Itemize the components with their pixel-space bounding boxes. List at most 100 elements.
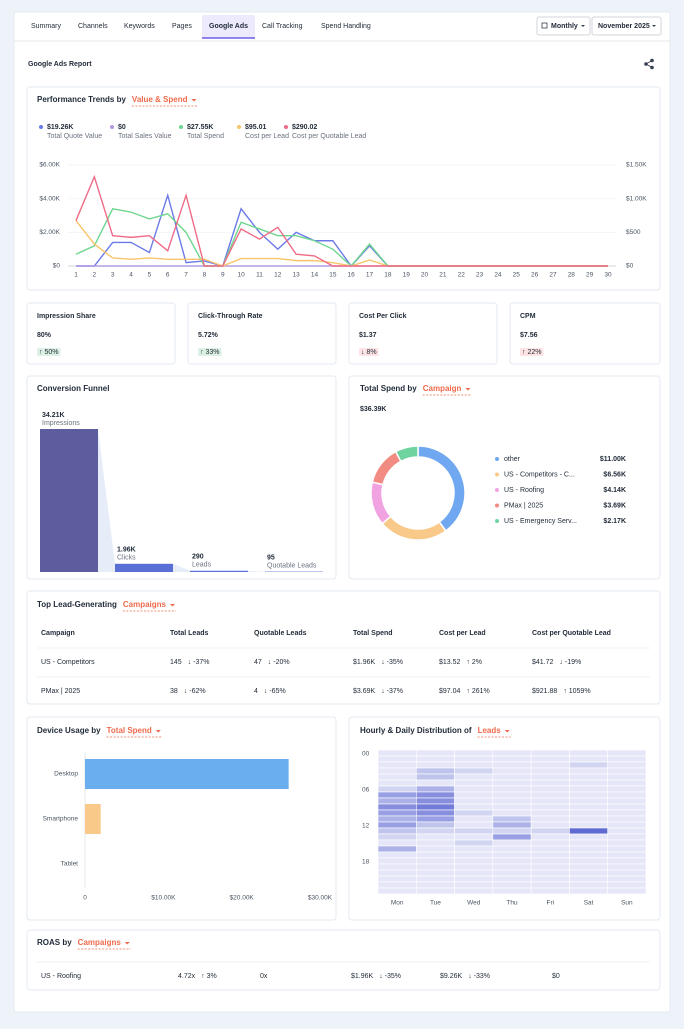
heat-cell	[493, 816, 531, 822]
period-value[interactable]: Monthly	[551, 23, 578, 30]
heat-cell	[493, 888, 531, 894]
x-tick-label: 9	[221, 272, 225, 279]
y-tick-label: $6.00K	[39, 162, 60, 169]
funnel-label: Impressions	[42, 420, 80, 427]
heat-cell	[455, 870, 493, 876]
card	[27, 930, 660, 990]
heat-cell	[493, 864, 531, 870]
heat-cell	[531, 756, 569, 762]
heat-cell	[455, 822, 493, 828]
y2-tick-label: $1.00K	[626, 195, 647, 202]
section-title: Conversion Funnel	[37, 384, 109, 393]
heat-cell	[569, 786, 607, 792]
heat-cell	[455, 834, 493, 840]
legend-name: US - Emergency Serv...	[504, 518, 577, 525]
filter-dropdown[interactable]: Value & Spend	[132, 95, 188, 104]
table-change: ↓ -19%	[559, 659, 581, 666]
filter-dropdown[interactable]: Campaigns	[78, 938, 122, 947]
nav-tab[interactable]: Call Tracking	[262, 23, 303, 30]
heat-cell	[493, 858, 531, 864]
heat-cell	[608, 762, 646, 768]
category-label: Tablet	[61, 861, 79, 868]
table-change: ↓ -35%	[379, 973, 401, 980]
funnel-bar	[115, 564, 173, 572]
legend-dot	[495, 457, 499, 461]
heat-cell	[493, 840, 531, 846]
heat-cell	[378, 888, 416, 894]
y-tick-label: $2.00K	[39, 229, 60, 236]
heat-cell	[416, 840, 454, 846]
nav-tab[interactable]: Pages	[172, 23, 192, 30]
heat-cell	[608, 810, 646, 816]
funnel-value: 95	[267, 554, 275, 561]
table-change: ↓ -62%	[184, 688, 206, 695]
heat-cell	[416, 834, 454, 840]
x-tick-label: Thu	[506, 900, 518, 907]
x-tick-label: 4	[129, 272, 133, 279]
total-value: $36.39K	[360, 406, 386, 413]
table-cell: $3.69K	[353, 688, 376, 695]
heat-cell	[416, 750, 454, 756]
heat-cell	[455, 750, 493, 756]
heat-cell	[569, 816, 607, 822]
heat-cell	[531, 822, 569, 828]
x-tick-label: 24	[494, 272, 502, 279]
legend-total: $27.55K	[187, 124, 213, 131]
heat-cell	[455, 876, 493, 882]
heat-cell	[378, 846, 416, 852]
y-tick-label: 12	[362, 823, 370, 830]
month-value[interactable]: November 2025	[598, 23, 650, 30]
heat-cell	[416, 822, 454, 828]
heat-cell	[608, 816, 646, 822]
heat-cell	[569, 888, 607, 894]
heat-cell	[416, 774, 454, 780]
heat-cell	[455, 804, 493, 810]
table-change: ↓ -33%	[468, 973, 490, 980]
x-tick-label: Tue	[430, 900, 441, 907]
heat-cell	[569, 774, 607, 780]
nav-tab[interactable]: Keywords	[124, 23, 155, 30]
heat-cell	[455, 762, 493, 768]
legend-name: Total Spend	[187, 133, 224, 140]
heat-cell	[378, 774, 416, 780]
legend-value: $11.00K	[600, 456, 626, 463]
legend-value: $3.69K	[603, 502, 626, 509]
nav-tab[interactable]: Google Ads	[209, 23, 248, 30]
heat-cell	[531, 846, 569, 852]
kpi-value: $7.56	[520, 332, 538, 339]
table-change: ↑ 1059%	[563, 688, 590, 695]
table-cell: $921.88	[532, 688, 557, 695]
section-title: Performance Trends by	[37, 95, 126, 104]
section-title: Total Spend by	[360, 384, 417, 393]
x-tick-label: 10	[237, 272, 245, 279]
heat-cell	[378, 798, 416, 804]
heat-cell	[608, 822, 646, 828]
nav-tab[interactable]: Summary	[31, 23, 61, 30]
heat-cell	[416, 786, 454, 792]
filter-dropdown[interactable]: Total Spend	[107, 726, 152, 735]
heat-cell	[569, 792, 607, 798]
heat-cell	[416, 846, 454, 852]
heat-cell	[378, 828, 416, 834]
heat-cell	[493, 810, 531, 816]
legend-dot	[495, 488, 499, 492]
heat-cell	[455, 756, 493, 762]
heat-cell	[531, 876, 569, 882]
filter-dropdown[interactable]: Campaigns	[123, 600, 167, 609]
legend-dot	[284, 125, 288, 129]
heat-cell	[531, 774, 569, 780]
funnel-bar	[190, 571, 248, 572]
nav-tab[interactable]: Channels	[78, 23, 108, 30]
kpi-change: ↑ 33%	[200, 349, 219, 356]
nav-tab[interactable]: Spend Handling	[321, 23, 371, 30]
filter-dropdown[interactable]: Campaign	[423, 384, 462, 393]
heat-cell	[569, 828, 607, 834]
heat-cell	[493, 834, 531, 840]
table-change: ↓ -37%	[188, 659, 210, 666]
heat-cell	[455, 852, 493, 858]
heat-cell	[455, 810, 493, 816]
category-label: Desktop	[54, 771, 78, 778]
table-cell: $9.26K	[440, 973, 463, 980]
heat-cell	[493, 798, 531, 804]
filter-dropdown[interactable]: Leads	[478, 726, 502, 735]
